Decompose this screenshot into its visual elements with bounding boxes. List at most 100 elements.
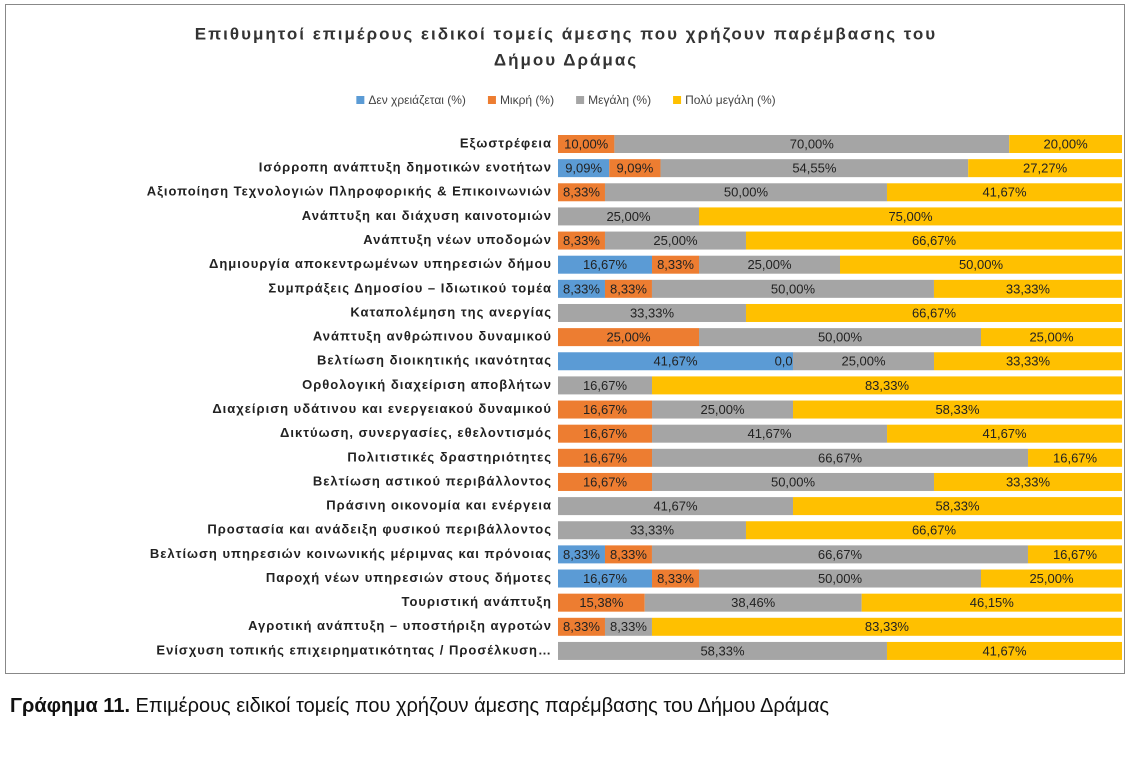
bar-segment [558,448,653,467]
value-label: 25,00% [653,233,698,248]
legend-swatch [576,96,585,104]
value-label: 75,00% [888,209,933,224]
value-label: 16,67% [583,378,628,393]
value-label: 50,00% [818,571,863,586]
category-label: Εξωστρέφεια [460,135,552,150]
value-label: 8,33% [563,619,600,634]
bar-segment [652,424,888,443]
bar-segment [1028,448,1123,467]
bar-segment [604,279,652,298]
bar-segment [793,497,1122,516]
value-label: 41,67% [653,354,698,369]
value-label: 9,09% [616,161,653,176]
value-label: 41,67% [983,426,1028,441]
value-label: 16,67% [583,474,628,489]
bar-segment [652,448,1029,467]
category-label: Ανάπτυξη και διάχυση καινοτομιών [302,208,552,223]
category-label: Ορθολογική διαχείριση αποβλήτων [302,377,552,392]
value-label: 58,33% [935,402,980,417]
value-label: 54,55% [792,161,837,176]
bar-segment [745,303,1122,322]
bar-segment [651,545,1028,564]
chart-title: Δήμου Δράμας [494,50,638,69]
value-label: 8,33% [610,281,647,296]
bar-segment [604,231,746,250]
value-label: 16,67% [1053,450,1098,465]
bar-segment [609,159,661,178]
bar-segment [604,183,887,202]
caption-text: Επιμέρους ειδικοί τομείς που χρήζουν άμε… [130,695,830,717]
bar-segment [699,255,840,274]
bar-segment [861,593,1122,612]
category-label: Βελτίωση διοικητικής ικανότητας [317,353,552,368]
chart-frame [5,4,1125,674]
caption-label: Γράφημα 11. [10,695,130,717]
bar-segment [840,255,1122,274]
bar-segment [981,328,1122,347]
value-label: 20,00% [1044,136,1089,151]
bar-segment [793,352,935,371]
bar-segment [558,328,699,347]
chart-title: Επιθυμητοί επιμέρους ειδικοί τομείς άμεσ… [195,24,937,43]
value-label: 25,00% [1029,571,1074,586]
value-label: 66,67% [818,450,863,465]
bar-segment [745,231,1122,250]
bar-segment [793,400,1122,419]
value-label: 16,67% [583,450,628,465]
value-label: 25,00% [1029,330,1074,345]
bar-segment [558,424,653,443]
bar-segment [558,207,699,226]
category-label: Αξιοποίηση Τεχνολογιών Πληροφορικής & Επ… [147,184,552,199]
value-label: 16,67% [583,426,628,441]
bar-segment [887,424,1123,443]
value-label: 33,33% [1006,281,1051,296]
bar-segment [558,617,605,636]
value-label: 25,00% [700,402,745,417]
bar-segment [886,183,1122,202]
value-label: 8,33% [563,233,600,248]
value-label: 66,67% [912,305,957,320]
value-label: 83,33% [865,619,910,634]
value-label: 58,33% [935,499,980,514]
value-label: 10,00% [564,136,609,151]
legend-swatch [673,96,682,104]
value-label: 16,67% [583,402,628,417]
bar-segment [558,497,794,516]
bar-segment [1009,135,1122,153]
bar-segment [558,279,605,298]
bar-segment [604,545,652,564]
category-label: Καταπολέμηση της ανεργίας [350,304,552,319]
caption: Γράφημα 11. Επιμέρους ειδικοί τομείς που… [10,690,1110,722]
value-label: 66,67% [818,547,863,562]
bar-segment [652,376,1122,395]
bar-segment [660,159,969,178]
category-label: Πολιτιστικές δραστηριότητες [347,449,552,464]
value-label: 50,00% [771,474,816,489]
value-label: 15,38% [579,595,624,610]
value-label: 8,33% [563,547,600,562]
bar-segment [981,569,1122,588]
value-label: 25,00% [747,257,792,272]
bar-segment [699,569,981,588]
legend-label: Πολύ μεγάλη (%) [685,93,776,107]
bar-segment [558,303,746,322]
value-label: 41,67% [747,426,792,441]
value-label: 50,00% [818,330,863,345]
value-label: 33,33% [630,305,675,320]
value-label: 27,27% [1023,161,1068,176]
bar-segment [558,641,887,660]
bar-segment [558,183,605,202]
value-label: 83,33% [865,378,910,393]
bar-segment [651,617,1122,636]
value-label: 25,00% [606,330,651,345]
bar-segment [558,593,645,612]
bar-segment [652,472,935,491]
category-label: Βελτίωση αστικού περιβάλλοντος [313,473,552,488]
category-label: Τουριστική ανάπτυξη [401,594,552,609]
value-label: 41,67% [653,499,698,514]
value-label: 50,00% [959,257,1004,272]
value-label: 38,46% [731,595,776,610]
bar-segment [933,279,1122,298]
value-label: 8,33% [657,571,694,586]
